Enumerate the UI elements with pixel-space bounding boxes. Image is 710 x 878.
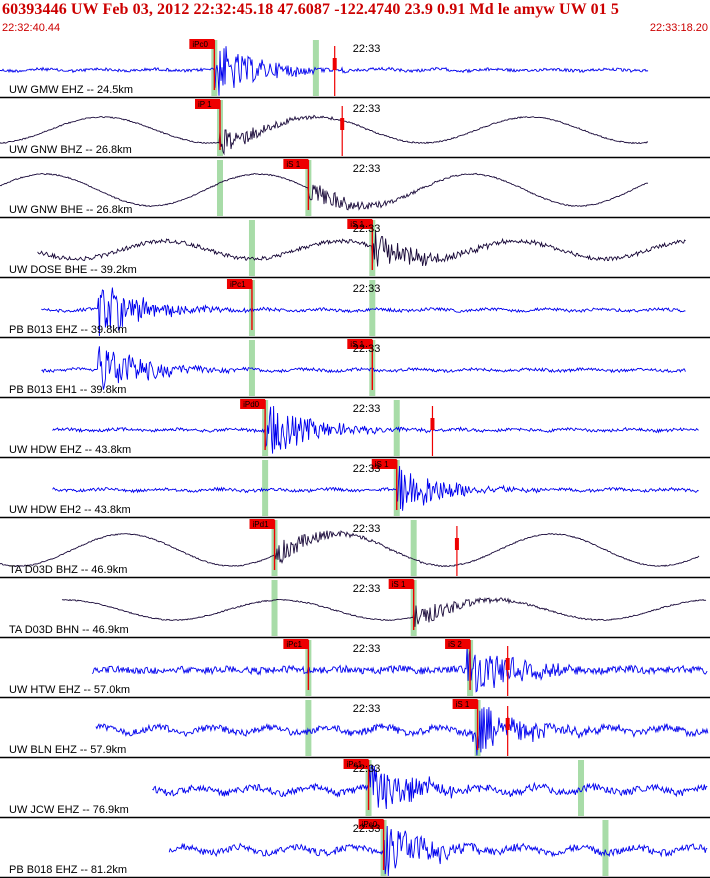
pick-label: iPc1	[347, 760, 363, 769]
station-label: UW HDW EH2 -- 43.8km	[9, 504, 131, 516]
station-label: UW HTW EHZ -- 57.0km	[9, 684, 130, 696]
time-tick-label: 22:33	[353, 643, 381, 655]
coda-marker	[454, 538, 459, 550]
pick-flag	[347, 219, 373, 229]
window-band	[262, 460, 269, 516]
coda-marker	[340, 118, 345, 130]
window-band	[602, 820, 609, 876]
pick-flag	[283, 639, 309, 649]
window-band	[216, 160, 223, 216]
window-band	[578, 760, 585, 816]
pick-label: iS 1	[286, 160, 300, 169]
window-band	[312, 40, 319, 96]
trace-line	[41, 346, 686, 390]
pick-label: iS 1	[350, 340, 364, 349]
time-tick-label: 22:33	[353, 223, 381, 235]
station-label: TA D03D BHN -- 46.9km	[9, 624, 129, 636]
station-label: UW GNW BHE -- 26.8km	[9, 204, 132, 216]
station-label: UW JCW EHZ -- 76.9km	[9, 804, 129, 816]
pick-label: iS 1	[456, 700, 470, 709]
coda-marker	[505, 718, 510, 730]
trace-line	[0, 114, 649, 156]
time-tick-label: 22:33	[353, 283, 381, 295]
station-label: UW GMW EHZ -- 24.5km	[9, 84, 133, 96]
pick-flag	[194, 99, 220, 109]
station-label: UW DOSE BHE -- 39.2km	[9, 264, 137, 276]
trace-line	[41, 287, 686, 337]
pick-flag	[189, 39, 215, 49]
time-tick-label: 22:33	[353, 403, 381, 415]
time-tick-label: 22:33	[353, 463, 381, 475]
time-tick-label: 22:33	[353, 43, 381, 55]
trace-line	[91, 645, 708, 693]
pick-label: iPc1	[286, 640, 302, 649]
station-label: PB B018 EHZ -- 81.2km	[9, 864, 127, 876]
pick-label: iPc0	[362, 820, 378, 829]
pick-flag	[226, 279, 252, 289]
station-label: TA D03D BHZ -- 46.9km	[9, 564, 127, 576]
time-tick-label: 22:33	[353, 343, 381, 355]
time-tick-label: 22:33	[353, 823, 381, 835]
pick-label: iPd0	[243, 400, 260, 409]
trace-line	[0, 46, 649, 96]
coda-marker	[332, 58, 337, 70]
station-label: PB B013 EH1 -- 39.8km	[9, 384, 126, 396]
coda-marker	[505, 658, 510, 670]
trace-line	[61, 597, 707, 627]
trace-line	[52, 405, 699, 454]
window-band	[271, 580, 278, 636]
pick-label: iS 2	[448, 640, 462, 649]
pick-flag	[347, 339, 373, 349]
station-label: PB B013 EHZ -- 39.8km	[9, 324, 127, 336]
window-band	[410, 520, 417, 576]
pick-label: iPd1	[253, 520, 270, 529]
station-label: UW BLN EHZ -- 57.9km	[9, 744, 126, 756]
pick-flag	[249, 519, 275, 529]
pick-label: iPc0	[192, 40, 208, 49]
pick-flag	[343, 759, 369, 769]
pick-flag	[445, 639, 471, 649]
pick-flag	[283, 159, 309, 169]
window-band	[369, 280, 376, 336]
event-title: 60393446 UW Feb 03, 2012 22:32:45.18 47.…	[2, 1, 620, 18]
time-tick-label: 22:33	[353, 763, 381, 775]
time-start-label: 22:32:40.44	[2, 22, 61, 34]
trace-line	[168, 825, 708, 877]
trace-line	[37, 231, 686, 267]
station-label: UW GNW BHZ -- 26.8km	[9, 144, 132, 156]
time-tick-label: 22:33	[353, 103, 381, 115]
pick-flag	[452, 699, 478, 709]
pick-flag	[358, 819, 384, 829]
trace-line	[95, 707, 709, 756]
trace-line	[0, 172, 649, 211]
window-band	[305, 700, 312, 756]
pick-flag	[388, 579, 414, 589]
pick-label: iP 1	[198, 100, 212, 109]
header: 60393446 UW Feb 03, 2012 22:32:45.18 47.…	[0, 0, 710, 38]
pick-label: iS 1	[350, 220, 364, 229]
time-tick-label: 22:33	[353, 583, 381, 595]
pick-label: iPc1	[230, 280, 246, 289]
time-end-label: 22:33:18.20	[649, 22, 708, 34]
pick-flag	[371, 459, 397, 469]
window-band	[248, 220, 255, 276]
station-label: UW HDW EHZ -- 43.8km	[9, 444, 131, 456]
time-tick-label: 22:33	[353, 163, 381, 175]
trace-line	[152, 765, 708, 810]
time-tick-label: 22:33	[353, 523, 381, 535]
pick-label: iS 1	[392, 580, 406, 589]
time-tick-label: 22:33	[353, 703, 381, 715]
trace-line	[52, 465, 699, 511]
trace-line	[0, 530, 700, 568]
pick-flag	[240, 399, 266, 409]
coda-marker	[430, 418, 435, 430]
pick-label: iS 1	[375, 460, 389, 469]
